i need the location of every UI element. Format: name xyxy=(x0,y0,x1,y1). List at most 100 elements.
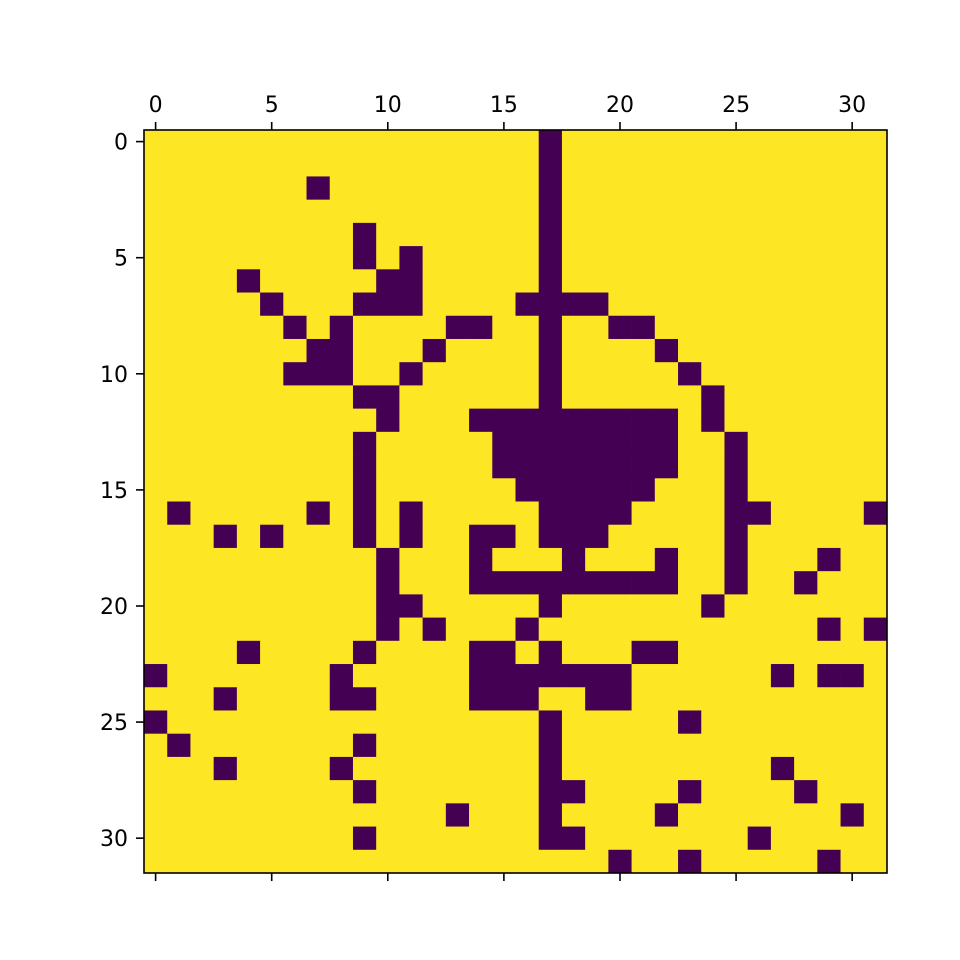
heatmap-cell xyxy=(399,687,423,711)
heatmap-cell xyxy=(236,756,261,781)
heatmap-cell xyxy=(585,315,609,340)
heatmap-cell xyxy=(144,292,168,317)
heatmap-cell xyxy=(329,849,354,874)
heatmap-cell xyxy=(190,338,215,363)
heatmap-cell xyxy=(144,710,168,735)
heatmap-cell xyxy=(631,176,656,201)
heatmap-cell xyxy=(561,153,586,177)
heatmap-cell xyxy=(167,780,191,804)
heatmap-cell xyxy=(585,617,609,642)
heatmap-cell xyxy=(747,408,772,433)
heatmap-cell xyxy=(306,733,331,758)
heatmap-cell xyxy=(469,571,493,595)
heatmap-cell xyxy=(515,478,540,502)
heatmap-cell xyxy=(469,222,493,247)
y-tick-label: 25 xyxy=(100,711,128,736)
heatmap-cell xyxy=(445,687,470,711)
heatmap-cell xyxy=(794,664,818,688)
heatmap-cell xyxy=(144,130,168,154)
heatmap-cell xyxy=(747,780,772,804)
heatmap-cell xyxy=(538,455,563,479)
heatmap-cell xyxy=(190,687,215,711)
heatmap-cell xyxy=(376,199,400,224)
heatmap-cell xyxy=(306,199,331,224)
heatmap-cell xyxy=(724,687,749,711)
heatmap-cell xyxy=(376,803,400,827)
heatmap-cell xyxy=(678,269,702,293)
heatmap-cell xyxy=(167,640,191,665)
x-tick-label: 30 xyxy=(838,93,866,118)
heatmap-cell xyxy=(561,385,586,409)
heatmap-cell xyxy=(608,594,632,618)
heatmap-cell xyxy=(236,640,261,665)
heatmap-cell xyxy=(352,455,377,479)
heatmap-cell xyxy=(678,594,702,618)
heatmap-cell xyxy=(190,710,215,735)
heatmap-cell xyxy=(724,710,749,735)
heatmap-cell xyxy=(283,547,307,572)
heatmap-cell xyxy=(352,803,377,827)
heatmap-cell xyxy=(492,362,516,386)
heatmap-cell xyxy=(515,710,540,735)
heatmap-cell xyxy=(515,176,540,201)
heatmap-cell xyxy=(863,803,888,827)
heatmap-cell xyxy=(817,315,841,340)
heatmap-cell xyxy=(306,338,331,363)
heatmap-cell xyxy=(515,617,540,642)
x-tick-label: 15 xyxy=(490,93,518,118)
heatmap-cell xyxy=(794,176,818,201)
heatmap-cell xyxy=(144,803,168,827)
heatmap-cell xyxy=(445,664,470,688)
heatmap-cell xyxy=(515,315,540,340)
heatmap-cell xyxy=(538,524,563,549)
heatmap-cell xyxy=(352,640,377,665)
heatmap-cell xyxy=(770,803,795,827)
heatmap-cell xyxy=(654,687,679,711)
heatmap-cell xyxy=(863,617,888,642)
heatmap-cell xyxy=(794,780,818,804)
heatmap-cell xyxy=(260,756,284,781)
heatmap-cell xyxy=(352,199,377,224)
heatmap-cell xyxy=(561,338,586,363)
heatmap-cell xyxy=(144,547,168,572)
heatmap-cell xyxy=(422,385,447,409)
heatmap-cell xyxy=(492,756,516,781)
heatmap-cell xyxy=(260,594,284,618)
heatmap-cell xyxy=(213,849,238,874)
heatmap-cell xyxy=(863,338,888,363)
heatmap-cell xyxy=(144,687,168,711)
heatmap-cells xyxy=(144,130,888,874)
heatmap-cell xyxy=(515,431,540,456)
heatmap-cell xyxy=(817,687,841,711)
heatmap-cell xyxy=(329,315,354,340)
heatmap-cell xyxy=(399,803,423,827)
heatmap-cell xyxy=(840,130,865,154)
heatmap-cell xyxy=(422,199,447,224)
heatmap-cell xyxy=(840,362,865,386)
heatmap-cell xyxy=(770,594,795,618)
heatmap-cell xyxy=(190,756,215,781)
heatmap-cell xyxy=(515,246,540,270)
heatmap-cell xyxy=(678,130,702,154)
heatmap-cell xyxy=(701,524,725,549)
heatmap-cell xyxy=(144,408,168,433)
heatmap-cell xyxy=(190,594,215,618)
heatmap-cell xyxy=(515,292,540,317)
heatmap-cell xyxy=(399,617,423,642)
heatmap-cell xyxy=(190,478,215,502)
heatmap-cell xyxy=(538,501,563,526)
heatmap-cell xyxy=(190,640,215,665)
heatmap-cell xyxy=(236,455,261,479)
heatmap-cell xyxy=(840,478,865,502)
heatmap-cell xyxy=(724,547,749,572)
heatmap-cell xyxy=(538,478,563,502)
heatmap-cell xyxy=(817,826,841,851)
heatmap-cell xyxy=(329,826,354,851)
heatmap-cell xyxy=(701,292,725,317)
heatmap-cell xyxy=(538,780,563,804)
heatmap-cell xyxy=(724,594,749,618)
heatmap-cell xyxy=(678,222,702,247)
heatmap-cell xyxy=(260,315,284,340)
heatmap-cell xyxy=(863,826,888,851)
heatmap-cell xyxy=(306,571,331,595)
